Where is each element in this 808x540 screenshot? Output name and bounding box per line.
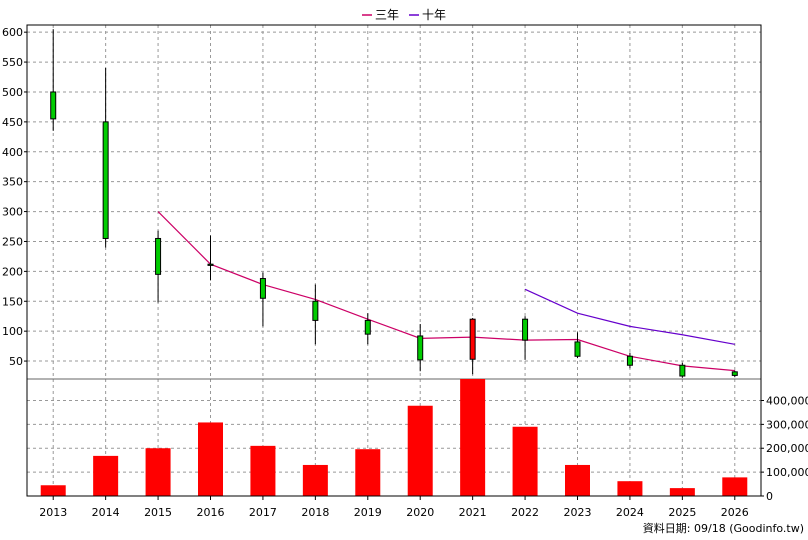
volume-bar (617, 481, 643, 496)
candles (50, 29, 738, 378)
price-tick-label: 600 (2, 26, 23, 39)
footer-source: 資料日期: 09/18 (Goodinfo.tw) (643, 521, 804, 535)
moving-average-lines (157, 211, 735, 372)
x-tick-label: 2024 (616, 506, 644, 519)
x-tick-label: 2017 (249, 506, 277, 519)
candle-body (574, 341, 581, 357)
x-tick-label: 2026 (721, 506, 749, 519)
price-axis: 50 100 150 200 250 300 350 400 450 500 550 600 (2, 26, 27, 368)
moving-average-line (524, 288, 735, 345)
moving-average-line (157, 211, 735, 372)
price-tick-label: 550 (2, 56, 23, 69)
volume-bar (198, 422, 223, 496)
price-tick-label: 300 (2, 206, 23, 219)
candle-body (207, 263, 214, 266)
volume-tick-label: 200,000 (766, 442, 808, 455)
plot-frame (26, 24, 762, 497)
candle-body (679, 364, 686, 377)
volume-bar (512, 426, 538, 496)
x-tick-label: 2023 (564, 506, 592, 519)
x-tick-label: 2018 (301, 506, 329, 519)
candle-body (522, 318, 529, 341)
candle-body (50, 91, 57, 120)
x-tick-label: 2025 (668, 506, 696, 519)
volume-bar (407, 405, 433, 496)
x-tick-label: 2022 (511, 506, 539, 519)
volume-tick-label: 400,000 (766, 394, 808, 407)
price-tick-label: 250 (2, 235, 23, 248)
candle-body (155, 237, 162, 275)
volume-bar (669, 488, 695, 496)
x-axis: 2013 2014 2015 2016 2017 2018 2019 2020 2021 2022… (39, 496, 749, 519)
volume-bar (460, 379, 486, 496)
volume-tick-label: 100,000 (766, 466, 808, 479)
candle-body (626, 355, 633, 366)
price-tick-label: 400 (2, 146, 23, 159)
grid (27, 25, 761, 497)
price-tick-label: 500 (2, 86, 23, 99)
volume-tick-label: 300,000 (766, 418, 808, 431)
legend-label-3yr: 三年 (375, 8, 399, 22)
candle-body (731, 371, 738, 376)
volume-bar (355, 449, 381, 496)
price-tick-label: 100 (2, 325, 23, 338)
volume-tick-label: 0 (766, 490, 773, 503)
legend: 三年 十年 (362, 8, 446, 22)
volume-bar (302, 464, 328, 496)
x-tick-label: 2020 (406, 506, 434, 519)
price-tick-label: 150 (2, 295, 23, 308)
volume-bar (722, 477, 748, 496)
candle-body (364, 319, 371, 335)
x-tick-label: 2021 (459, 506, 487, 519)
x-tick-label: 2016 (197, 506, 225, 519)
price-tick-label: 350 (2, 176, 23, 189)
x-tick-label: 2019 (354, 506, 382, 519)
price-tick-label: 200 (2, 265, 23, 278)
candle-body (102, 121, 109, 239)
volume-bars (40, 379, 748, 496)
price-tick-label: 50 (9, 355, 23, 368)
volume-bar (565, 464, 590, 496)
x-tick-label: 2014 (92, 506, 120, 519)
candle-body (312, 300, 319, 321)
x-tick-label: 2013 (39, 506, 67, 519)
candle-body (469, 318, 476, 360)
legend-label-10yr: 十年 (422, 8, 446, 22)
volume-bar (93, 455, 119, 496)
volume-axis: 0 100,000 200,000 300,000 400,000 (761, 394, 808, 503)
volume-bar (145, 448, 171, 496)
x-tick-label: 2015 (144, 506, 172, 519)
candle-body (259, 278, 266, 299)
volume-bar (40, 485, 66, 496)
volume-bar (250, 445, 276, 496)
candle-body (417, 335, 424, 361)
price-tick-label: 450 (2, 116, 23, 129)
